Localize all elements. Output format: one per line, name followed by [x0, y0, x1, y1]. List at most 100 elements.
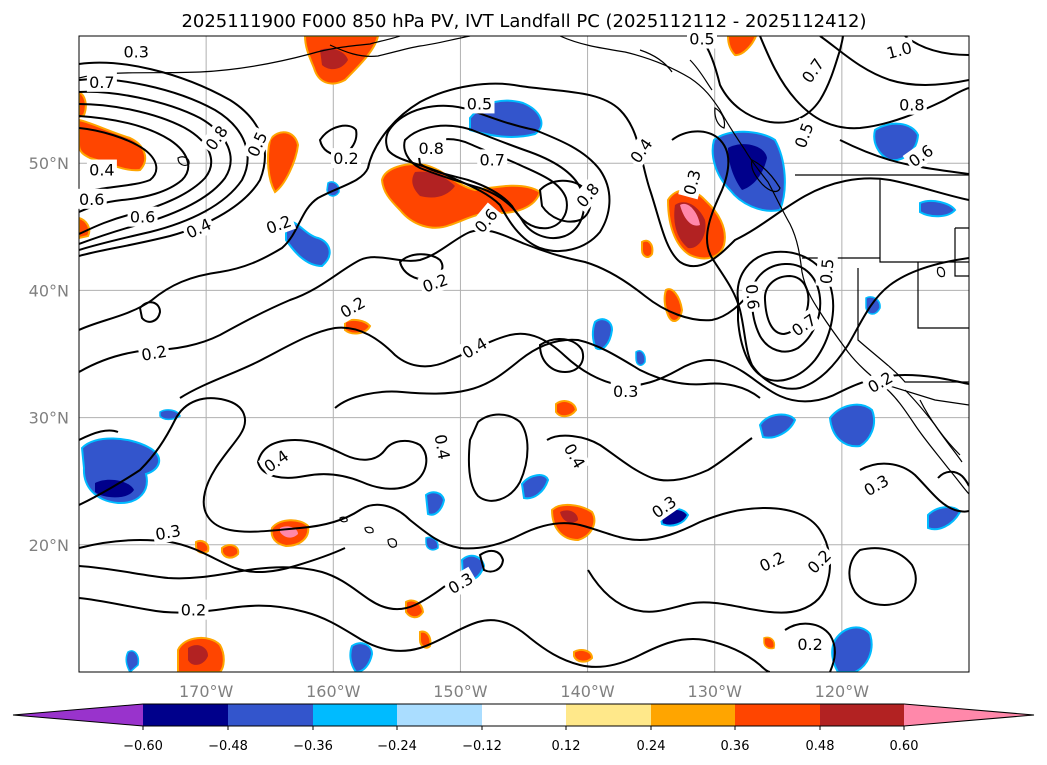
contour-label: 0.4	[86, 159, 117, 180]
contour-label-bg	[127, 206, 158, 227]
blue-blob-small-7	[635, 350, 646, 366]
contour-label-text: 0.8	[899, 96, 924, 115]
contour-label-bg	[151, 519, 185, 545]
contour-line	[403, 124, 585, 239]
contour-label: 0.4	[430, 430, 456, 464]
contour-label-bg	[678, 165, 706, 200]
colorbar-segment	[143, 704, 228, 726]
contour-label-text: 0.7	[89, 73, 114, 92]
contour-label-text: 0.6	[130, 208, 155, 227]
blue-blob-mid	[285, 220, 331, 268]
colorbar-tick-label: −0.48	[208, 739, 248, 754]
lon-tick-label: 150°W	[433, 682, 488, 701]
blue-blob-bottom-right	[831, 626, 873, 672]
contour-line	[79, 61, 266, 257]
contour-line	[138, 301, 162, 323]
contour-label-bg	[468, 202, 504, 239]
state-border-1	[879, 178, 969, 263]
blue-blob-small-5	[159, 409, 181, 421]
contour-label-bg	[334, 290, 371, 324]
contour-label-bg	[477, 149, 508, 170]
contour-label: 1.0	[881, 36, 917, 64]
red-blob-small-2	[555, 400, 578, 418]
colorbar-segment	[820, 704, 904, 726]
contour-label: 0.7	[477, 149, 508, 170]
contour-line	[937, 470, 969, 487]
contour-label-bg	[785, 307, 822, 342]
contour-label-bg	[261, 209, 297, 239]
contour-label: 0.5	[815, 255, 838, 288]
red-blob-small-8	[573, 649, 594, 663]
contour-line	[79, 429, 119, 441]
contour-line	[79, 597, 771, 672]
state-border-5	[954, 227, 969, 277]
contour-label-bg	[178, 599, 209, 620]
contour-label-bg	[241, 126, 273, 162]
contour-label-text: 0.8	[418, 139, 443, 158]
contour-label-text: 0.2	[181, 601, 206, 620]
contour-line	[763, 274, 810, 336]
contour-line	[784, 622, 836, 672]
contour-label: 0.2	[331, 148, 361, 169]
colorbar	[12, 703, 1035, 727]
contour-label-text: 0.2	[797, 635, 822, 654]
contour-label-bg	[76, 188, 107, 209]
coastline-sea-of-cortez	[919, 399, 961, 456]
shading-negative	[80, 99, 962, 672]
hawaii-2	[364, 526, 374, 534]
blue-blob-southeast	[828, 403, 876, 448]
contour-line	[759, 36, 969, 130]
contour-line	[179, 326, 969, 403]
contour-line	[79, 78, 249, 251]
contour-label: 0.2	[178, 599, 209, 620]
red-blob-small-9	[419, 630, 432, 649]
contour-label-bg	[258, 444, 295, 478]
lat-tick-label: 20°N	[29, 536, 69, 555]
red-blob-alaska-core	[320, 48, 348, 70]
contour-label: 0.6	[76, 188, 107, 209]
contour-label-text: 0.4	[431, 433, 454, 461]
contour-label-bg	[645, 489, 682, 524]
red-blob-hawaii	[270, 519, 310, 548]
contour-label-bg	[754, 545, 790, 577]
colorbar-segment	[566, 704, 651, 726]
shading-positive	[79, 36, 776, 672]
blue-blob-mid-south	[520, 474, 550, 500]
colorbar-segment	[313, 704, 397, 726]
colorbar-ticks: −0.60 −0.48 −0.36 −0.24 −0.12 0.12 0.24 0.36 0.4…	[123, 726, 918, 754]
contour-label: 0.5	[687, 28, 717, 49]
state-border-3	[917, 262, 969, 329]
contour-line	[79, 115, 190, 213]
lat-tick-label: 30°N	[29, 409, 69, 428]
contour-label: 0.2	[137, 340, 171, 366]
contour-label-bg	[896, 94, 927, 115]
blue-blob-east-2	[758, 413, 797, 439]
colorbar-tick-label: 0.60	[890, 739, 919, 754]
contour-label-text: 0.6	[79, 190, 104, 209]
contour-label: 0.8	[416, 137, 447, 158]
colorbar-tick-label: −0.60	[123, 739, 163, 754]
contour-label-bg	[86, 159, 117, 180]
lon-tick-label: 160°W	[306, 682, 361, 701]
contour-line	[699, 36, 844, 124]
colorbar-segment	[482, 704, 566, 726]
colorbar-tick-label: 0.12	[552, 739, 581, 754]
colorbar-segment	[397, 704, 482, 726]
contour-line	[468, 413, 529, 502]
red-blob-west-edge	[79, 118, 147, 172]
contour-label: 0.3	[121, 41, 152, 62]
contour-label: 0.6	[127, 206, 158, 227]
contour-label-bg	[417, 268, 453, 298]
coastline-alaska-south	[329, 36, 471, 57]
contour-line	[79, 397, 831, 614]
contour-label: 0.2	[795, 634, 826, 655]
contour-label-bg	[795, 634, 826, 655]
contour-label-bg	[464, 93, 495, 114]
hawaii-1	[387, 538, 398, 548]
contour-label: 0.6	[902, 138, 939, 173]
latitude-labels: 50°N 40°N 30°N 20°N	[29, 154, 69, 555]
colorbar-segment	[228, 704, 313, 726]
contour-label-text: 0.3	[154, 521, 182, 544]
contour-line	[79, 90, 232, 245]
red-blob-central-pacific	[380, 163, 542, 229]
